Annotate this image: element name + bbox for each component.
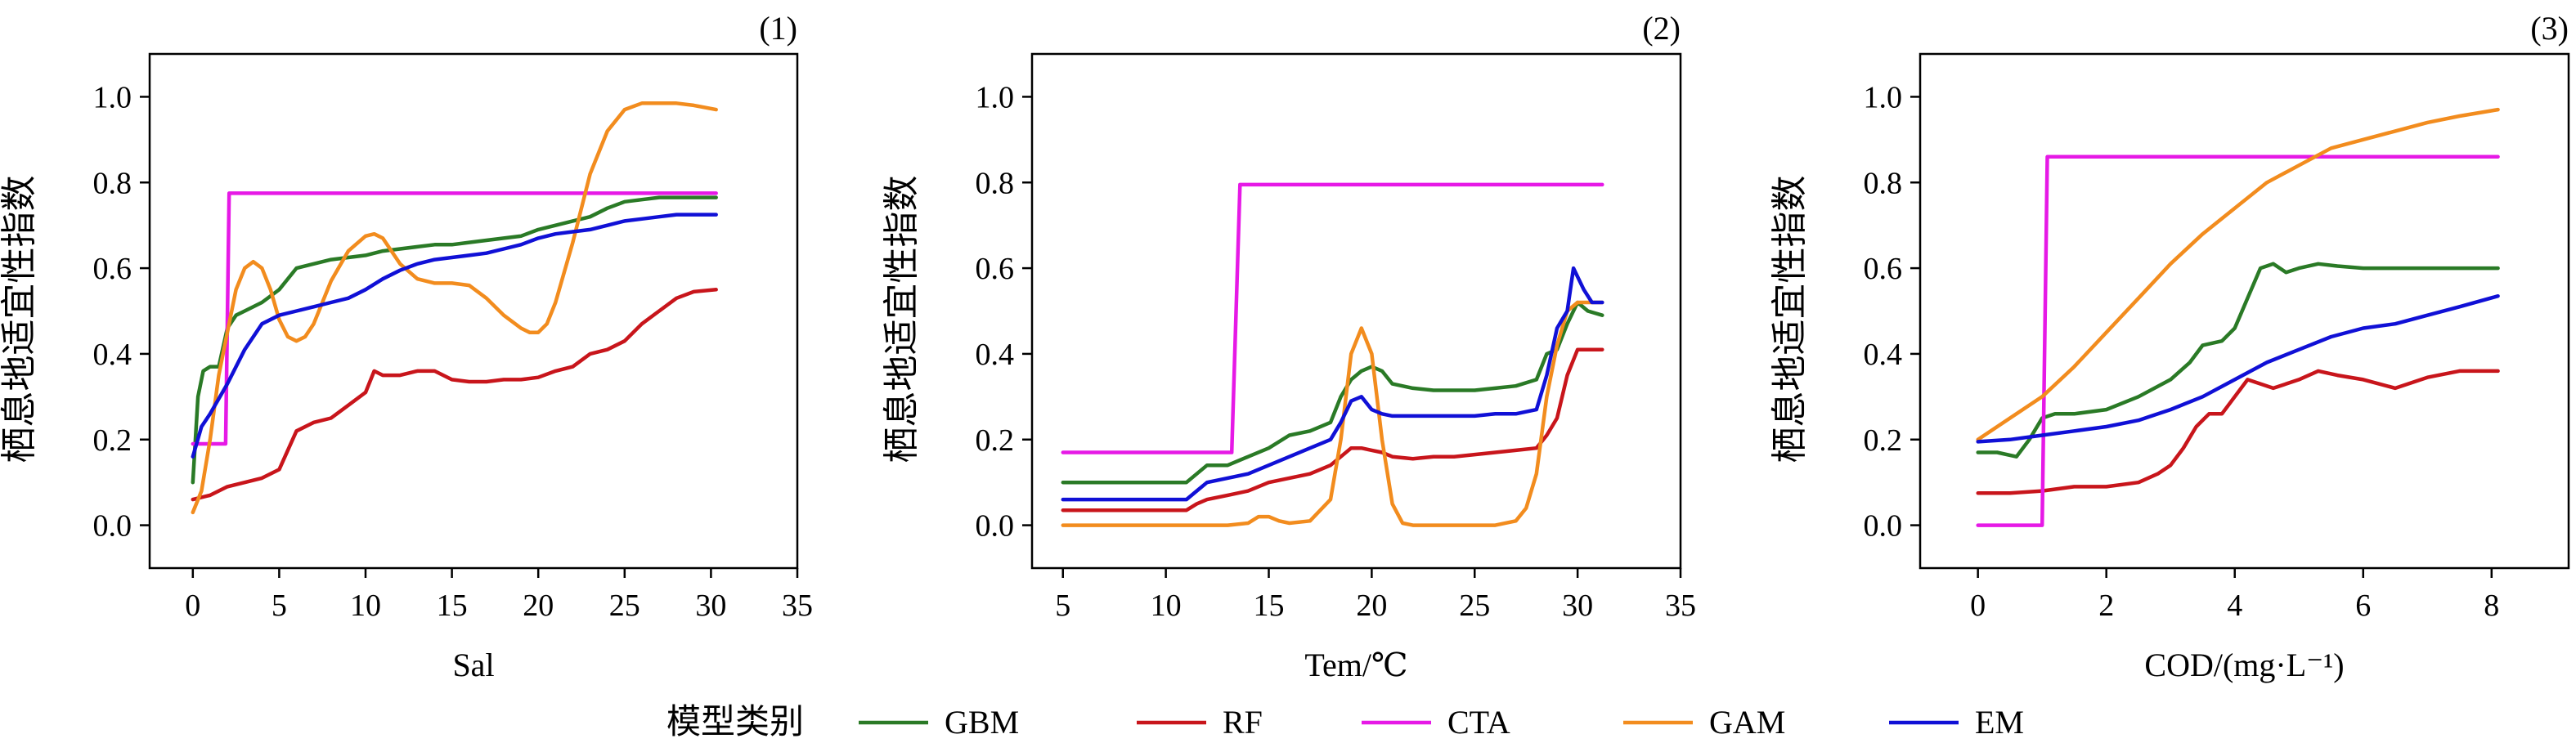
series-line-gbm [191,195,718,485]
y-tick-label: 0.4 [976,338,1015,372]
y-tick-label: 0.8 [976,166,1015,200]
y-tick-label: 0.0 [976,509,1015,544]
y-axis-label: 栖息地适宜性指数 [1769,176,1811,463]
legend: 模型类别 GBM RF CTA GAM EM [666,701,2024,741]
series-line-em [1061,266,1604,502]
y-tick-label: 0.2 [1864,423,1903,458]
y-axis-label: 栖息地适宜性指数 [881,176,922,463]
y-tick-label: 0.4 [1864,338,1903,372]
y-tick-label: 1.0 [93,80,132,114]
legend-label-gbm: GBM [945,704,1019,741]
x-tick-label: 10 [350,589,381,623]
x-tick-label: 30 [695,589,726,623]
legend-label-gam: GAM [1709,704,1785,741]
series-line-gam [1061,300,1604,527]
x-tick-label: 20 [523,589,554,623]
series-line-cta [1061,182,1604,454]
x-tick-label: 5 [1055,589,1070,623]
y-axis-label: 栖息地适宜性指数 [0,176,40,463]
x-tick-label: 35 [1665,589,1696,623]
x-tick-label: 5 [272,589,287,623]
y-tick-label: 1.0 [1864,80,1903,114]
chart-panels: 0 5 10 15 20 25 30 350.00.20.40.60.81.0Sal栖息地适宜… [0,10,2570,683]
series-line-gbm [1061,300,1604,485]
chart-panel-2: 5 10 15 20 25 30 35 0.0 0.2 0.4 0.6 0.8 1.0 Tem/℃ 栖息地适… [881,10,1696,683]
y-tick-label: 0.8 [93,166,132,200]
x-tick-label: 0 [1970,589,1986,623]
plot-frame [1030,52,1682,570]
panel-label: (3) [2530,10,2569,47]
series-line-rf [191,288,718,502]
chart-panel-1: 0 5 10 15 20 25 30 35 0.0 0.2 0.4 0.6 0.8 1.0 Sal 栖息地适宜… [0,10,813,683]
y-tick-label: 0.8 [1864,166,1903,200]
series-line-em [1976,293,2500,444]
x-tick-label: 20 [1356,589,1387,623]
x-axis-label: Sal [452,647,494,683]
y-tick-label: 1.0 [976,80,1015,114]
y-tick-label: 0.0 [1864,509,1903,544]
x-tick-label: 10 [1151,589,1182,623]
x-tick-label: 25 [1459,589,1490,623]
legend-label-cta: CTA [1447,704,1510,741]
series-line-em [191,213,718,459]
plot-frame [148,52,799,570]
series-line-cta [191,191,718,446]
plot-frame [1919,52,2570,570]
series-line-gam [191,101,718,515]
y-tick-label: 0.6 [93,252,132,286]
x-axis-label: Tem/℃ [1304,647,1407,683]
series-line-cta [1976,154,2500,527]
x-tick-label: 15 [1254,589,1285,623]
y-tick-label: 0.6 [1864,252,1903,286]
series-line-gbm [1976,262,2500,459]
legend-title: 模型类别 [666,701,804,741]
x-tick-label: 15 [437,589,468,623]
x-tick-label: 8 [2484,589,2499,623]
legend-label-em: EM [1975,704,2024,741]
panel-label: (2) [1642,10,1681,47]
y-tick-label: 0.4 [93,338,132,372]
x-tick-label: 35 [782,589,813,623]
x-tick-label: 4 [2227,589,2242,623]
x-tick-label: 25 [609,589,640,623]
series-line-rf [1976,369,2500,495]
y-tick-label: 0.6 [976,252,1015,286]
series-line-gam [1976,107,2500,442]
x-axis-label: COD/(mg·L⁻¹) [2144,647,2344,683]
panel-label: (1) [759,10,797,47]
x-tick-label: 0 [185,589,200,623]
y-tick-label: 0.2 [93,423,132,458]
chart-panel-3: 0 2 4 6 8 0.0 0.2 0.4 0.6 0.8 1.0 COD/(mg·L⁻¹) 栖息地适宜… [1769,10,2570,683]
legend-label-rf: RF [1223,704,1263,741]
y-tick-label: 0.0 [93,509,132,544]
x-tick-label: 6 [2355,589,2371,623]
series-line-rf [1061,347,1604,513]
x-tick-label: 2 [2098,589,2114,623]
y-tick-label: 0.2 [976,423,1015,458]
x-tick-label: 30 [1562,589,1593,623]
